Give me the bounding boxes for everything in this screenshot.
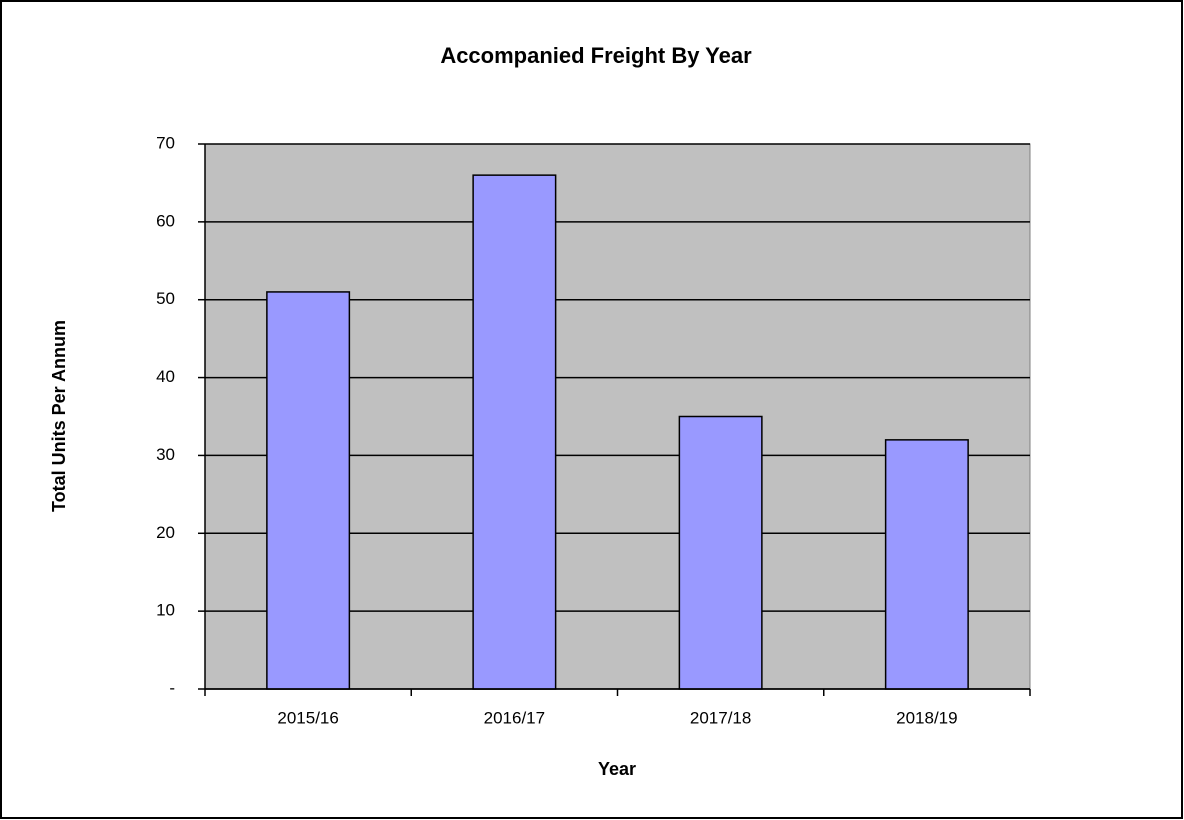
y-tick-label: 30 xyxy=(156,445,175,464)
x-tick-label: 2015/16 xyxy=(277,708,338,727)
x-axis-label: Year xyxy=(598,759,636,779)
y-axis-label: Total Units Per Annum xyxy=(49,320,69,512)
y-tick-label: 20 xyxy=(156,523,175,542)
y-tick-label: 60 xyxy=(156,211,175,230)
bar xyxy=(266,291,351,690)
x-tick-label: 2017/18 xyxy=(690,708,751,727)
x-tick-label: 2016/17 xyxy=(484,708,545,727)
y-tick-label: 70 xyxy=(156,133,175,152)
bar xyxy=(884,439,969,690)
bar xyxy=(678,415,763,690)
x-tick-label: 2018/19 xyxy=(896,708,957,727)
y-tick-label: 10 xyxy=(156,601,175,620)
y-tick-label: 40 xyxy=(156,367,175,386)
bar xyxy=(472,174,557,690)
y-tick-label: - xyxy=(169,678,175,697)
chart-title: Accompanied Freight By Year xyxy=(440,43,752,68)
y-tick-label: 50 xyxy=(156,289,175,308)
